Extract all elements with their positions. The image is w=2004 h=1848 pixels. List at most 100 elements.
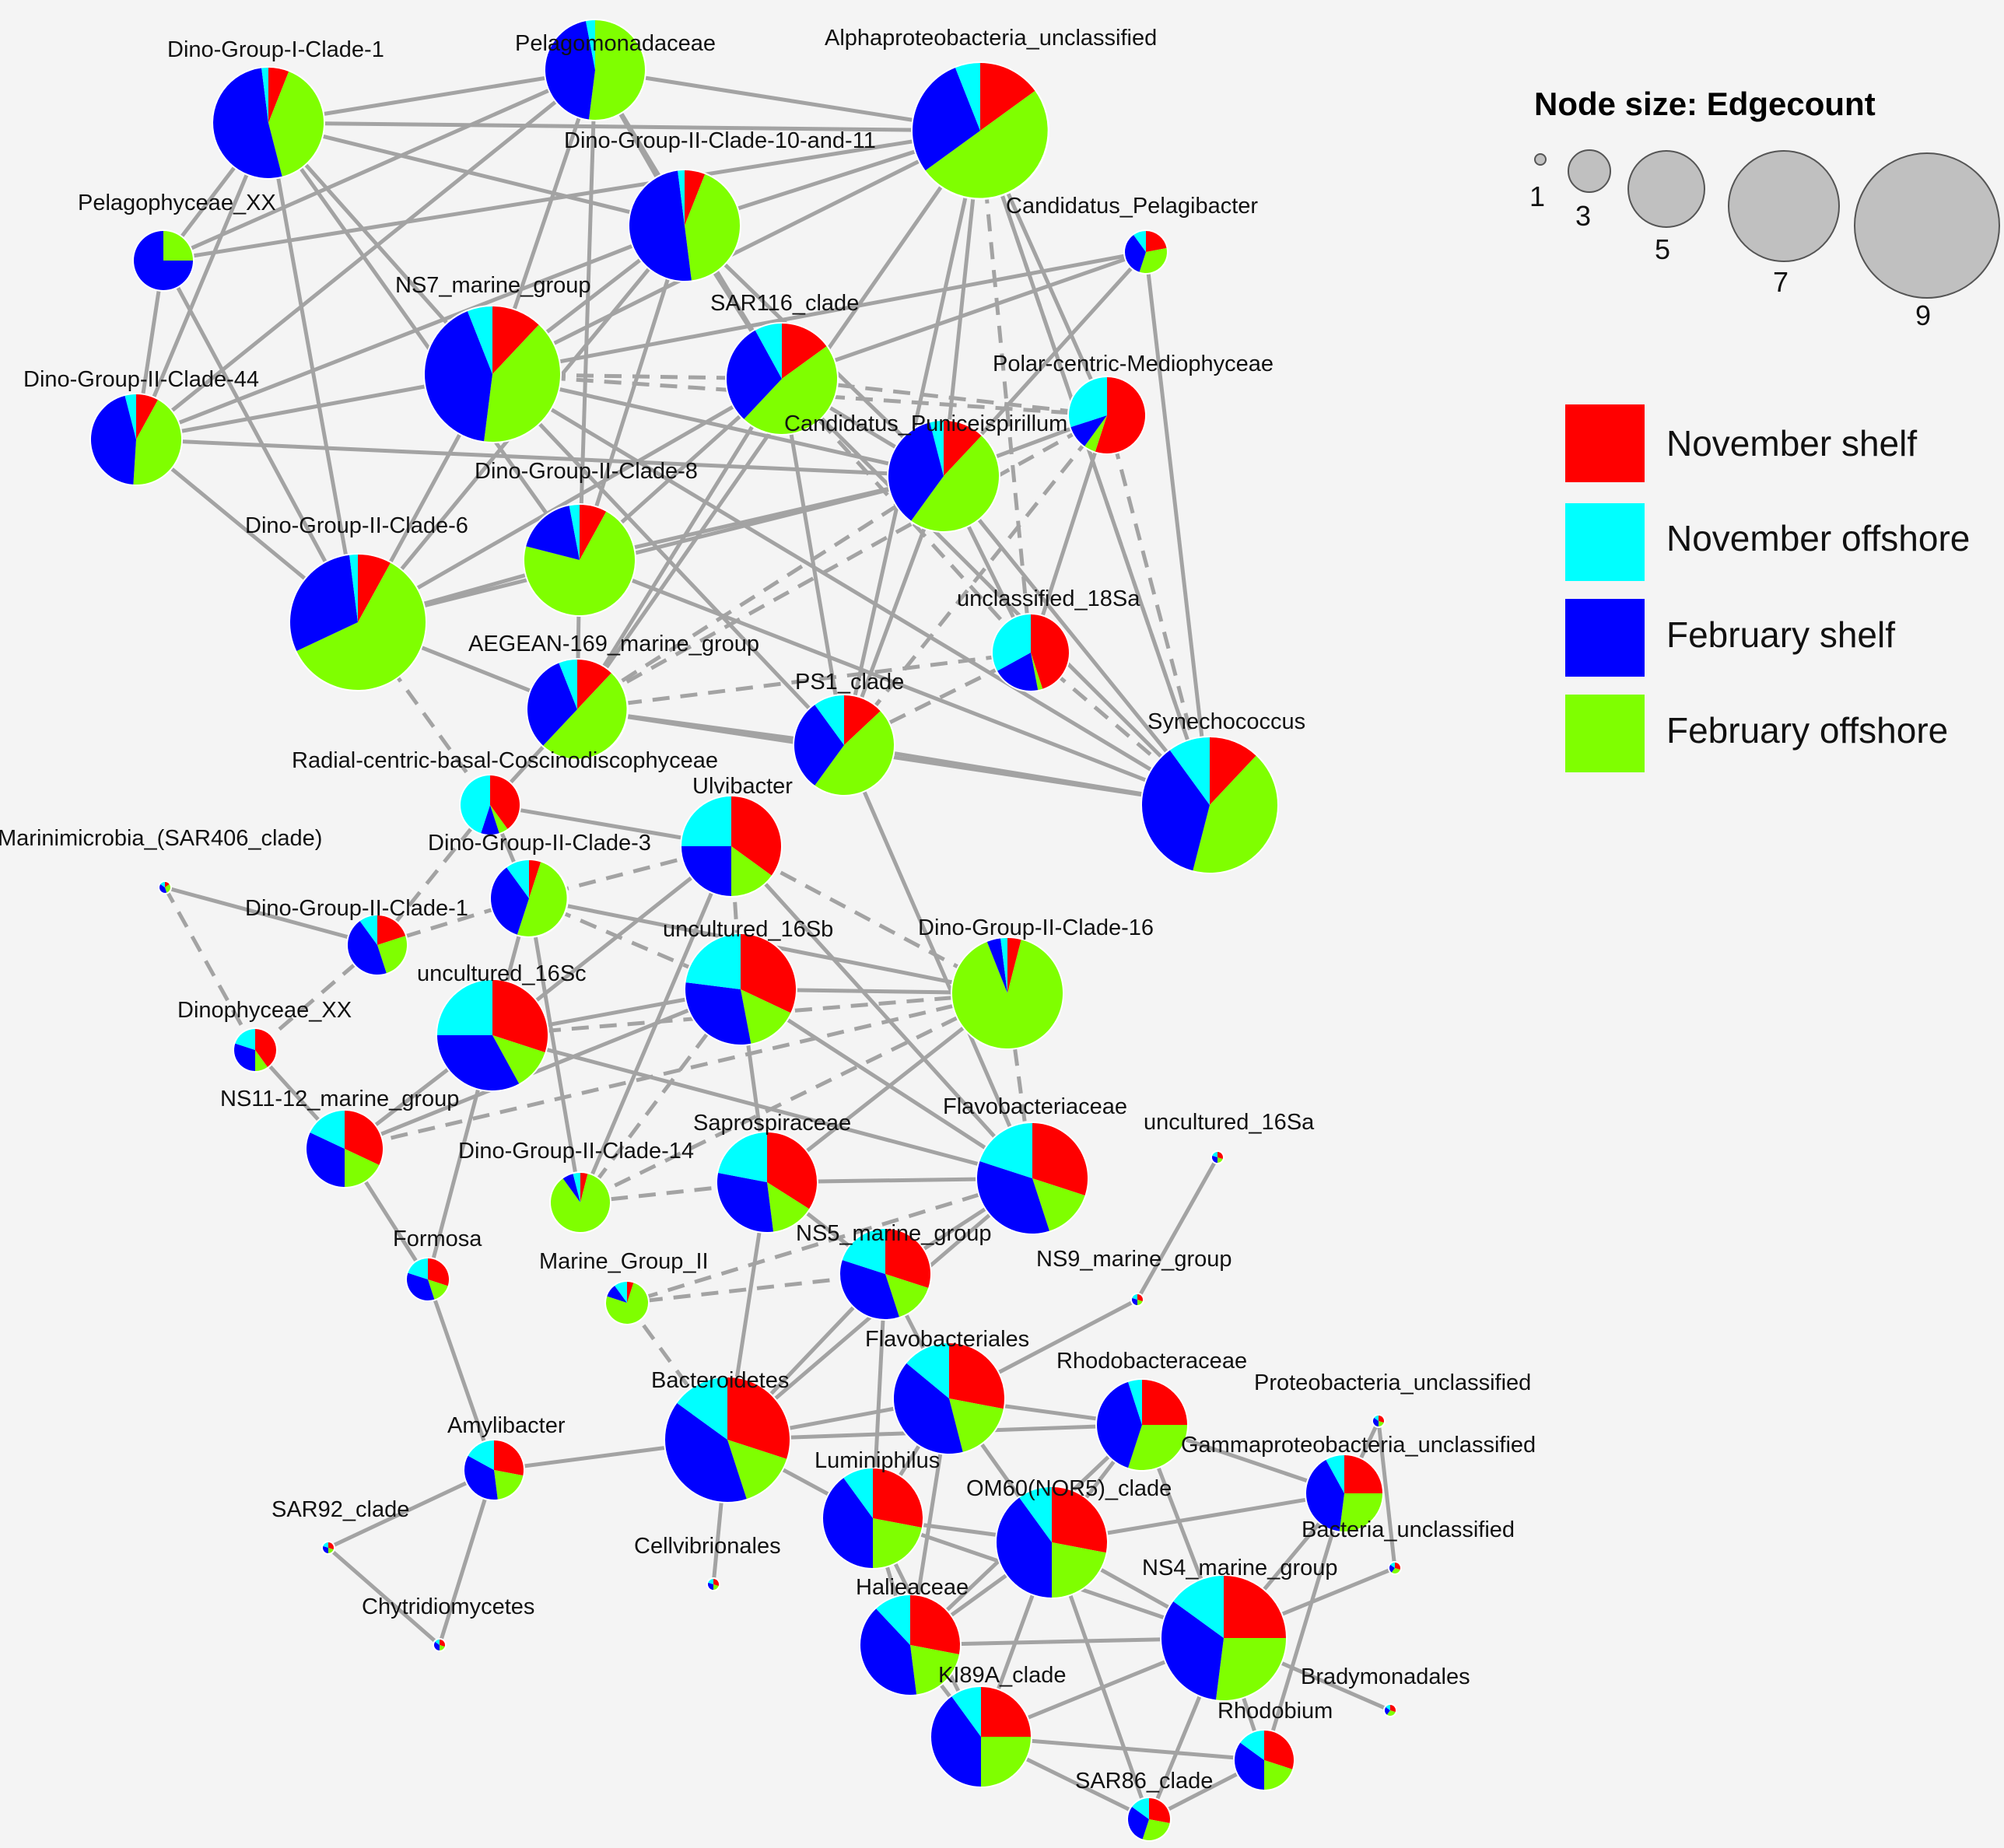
pie-slice-february-shelf <box>716 1173 774 1233</box>
edge-dino_ii_16-ns11_12 <box>344 991 1008 1151</box>
node-cellvibrionales[interactable]: Cellvibrionales <box>634 1534 781 1591</box>
node-polar-centric[interactable]: Polar-centric-Mediophyceae <box>993 352 1274 455</box>
node-luminiphilus[interactable]: Luminiphilus <box>815 1448 940 1570</box>
pie-slice-november-shelf <box>1142 1380 1187 1425</box>
node-formosa[interactable]: Formosa <box>393 1227 482 1302</box>
node-cand-pelagibacter[interactable]: Candidatus_Pelagibacter <box>1006 194 1258 275</box>
node-ps1[interactable]: PS1_clade <box>793 670 904 796</box>
edge-uncultured_16sb-flavobacteriaceae <box>739 987 1034 1181</box>
node-chytridiomycetes[interactable]: Chytridiomycetes <box>362 1594 534 1652</box>
node-pelagophyceae-xx[interactable]: Pelagophyceae_XX <box>78 191 276 292</box>
legend-label-november-offshore: November offshore <box>1666 518 1970 558</box>
node-bacteroidetes[interactable]: Bacteroidetes <box>651 1368 791 1503</box>
node-flavobacteriales[interactable]: Flavobacteriales <box>865 1327 1029 1455</box>
pie-slice-november-shelf <box>492 306 539 374</box>
node-label: Candidatus_Puniceispirillum <box>784 411 1067 436</box>
node-rhodobacteraceae[interactable]: Rhodobacteraceae <box>1056 1349 1247 1472</box>
node-label: Rhodobacteraceae <box>1056 1349 1247 1374</box>
node-uncultured-16sb[interactable]: uncultured_16Sb <box>663 917 833 1046</box>
pie-slice-november-shelf <box>1137 1294 1144 1302</box>
pie-slice-february-shelf <box>986 938 1007 993</box>
node-label: Dino-Group-II-Clade-8 <box>475 459 698 484</box>
node-dino-ii-8[interactable]: Dino-Group-II-Clade-8 <box>475 459 698 617</box>
node-saprospiraceae[interactable]: Saprospiraceae <box>693 1111 851 1234</box>
pie-slice-november-shelf <box>165 882 170 887</box>
node-dino-ii-16[interactable]: Dino-Group-II-Clade-16 <box>918 915 1154 1050</box>
legend-size-title: Node size: Edgecount <box>1534 86 1876 122</box>
node-ns9[interactable]: NS9_marine_group <box>1036 1247 1231 1307</box>
pie-slice-february-offshore <box>1386 1710 1396 1716</box>
node-ns5[interactable]: NS5_marine_group <box>796 1221 991 1321</box>
node-sar92[interactable]: SAR92_clade <box>272 1497 409 1555</box>
node-pelagomonadaceae[interactable]: Pelagomonadaceae <box>515 19 716 121</box>
node-halieaceae[interactable]: Halieaceae <box>856 1575 969 1696</box>
node-dino-ii-10-11[interactable]: Dino-Group-II-Clade-10-and-11 <box>564 128 876 282</box>
pie-slice-february-offshore <box>911 436 999 531</box>
node-marinimicrobia[interactable]: Marinimicrobia_(SAR406_clade) <box>0 826 322 894</box>
node-dino-ii-44[interactable]: Dino-Group-II-Clade-44 <box>23 367 259 486</box>
node-bradymonadales[interactable]: Bradymonadales <box>1301 1664 1470 1717</box>
node-ns7[interactable]: NS7_marine_group <box>395 273 590 443</box>
node-label: Dino-Group-II-Clade-3 <box>428 831 651 856</box>
edge-pelagomonadaceae-pelagophyceae_xx <box>162 68 597 263</box>
node-flavobacteriaceae[interactable]: Flavobacteriaceae <box>943 1094 1127 1235</box>
pie-slice-february-shelf <box>1234 1742 1264 1790</box>
edge-ps1-flavobacteriaceae <box>842 744 1035 1179</box>
edge-proteo_uncl-bacteria_uncl <box>1376 1420 1397 1569</box>
node-sar86[interactable]: SAR86_clade <box>1075 1769 1213 1842</box>
node-dinophyceae-xx[interactable]: Dinophyceae_XX <box>177 998 352 1073</box>
pie-slice-november-offshore <box>468 1440 494 1470</box>
pie-slice-february-shelf <box>840 1260 899 1319</box>
node-uncultured-16sa[interactable]: uncultured_16Sa <box>1144 1110 1315 1164</box>
node-ns4[interactable]: NS4_marine_group <box>1142 1556 1337 1702</box>
pie-slice-february-offshore <box>377 936 407 974</box>
pie-slice-november-offshore <box>1132 1798 1149 1819</box>
pie-slice-november-shelf <box>713 1579 720 1587</box>
pie-slice-november-offshore <box>906 1343 949 1398</box>
node-label: Bacteroidetes <box>651 1368 789 1393</box>
node-label: Dino-Group-II-Clade-44 <box>23 367 259 392</box>
node-uncl-18sa[interactable]: unclassified_18Sa <box>957 586 1140 692</box>
node-amylibacter[interactable]: Amylibacter <box>447 1413 566 1501</box>
node-synechococcus[interactable]: Synechococcus <box>1140 709 1305 874</box>
node-proteo-uncl[interactable]: Proteobacteria_unclassified <box>1254 1370 1531 1428</box>
node-radial-centric[interactable]: Radial-centric-basal-Coscinodiscophyceae <box>292 748 718 836</box>
pie-slice-february-offshore <box>744 346 837 434</box>
node-cand-puniceispirillum[interactable]: Candidatus_Puniceispirillum <box>784 411 1067 533</box>
pie-slice-november-shelf <box>873 1468 923 1528</box>
node-ki89a[interactable]: KI89A_clade <box>930 1663 1066 1788</box>
node-aegean-169[interactable]: AEGEAN-169_marine_group <box>468 632 759 761</box>
pie-slice-february-offshore <box>1052 1542 1106 1598</box>
node-dino-ii-6[interactable]: Dino-Group-II-Clade-6 <box>245 513 468 691</box>
pie-slice-february-shelf <box>930 1696 981 1787</box>
node-bacteria-uncl[interactable]: Bacteria_unclassified <box>1302 1517 1515 1575</box>
pie-slice-february-offshore <box>1264 1760 1293 1790</box>
node-alpha-uncl[interactable]: Alphaproteobacteria_unclassified <box>825 26 1157 200</box>
node-ns11-12[interactable]: NS11-12_marine_group <box>220 1087 459 1188</box>
node-sar116[interactable]: SAR116_clade <box>710 291 859 436</box>
node-uncultured-16sc[interactable]: uncultured_16Sc <box>417 961 587 1092</box>
pie-slice-november-offshore <box>681 796 731 846</box>
pie-slice-november-offshore <box>1000 938 1007 993</box>
pie-slice-february-shelf <box>233 1043 255 1071</box>
node-label: Amylibacter <box>447 1413 566 1438</box>
node-label: Dino-Group-II-Clade-14 <box>458 1139 694 1164</box>
node-label: Alphaproteobacteria_unclassified <box>825 26 1157 51</box>
pie-slice-february-shelf <box>1211 1155 1217 1163</box>
pie-slice-november-shelf <box>1149 1798 1170 1824</box>
node-dino-ii-3[interactable]: Dino-Group-II-Clade-3 <box>428 831 651 938</box>
pie-slice-november-shelf <box>358 555 391 622</box>
pie-slice-november-offshore <box>359 915 377 945</box>
edge-dino_i_1-dino_ii_10_11 <box>268 121 685 228</box>
node-ulvibacter[interactable]: Ulvibacter <box>680 774 793 898</box>
node-om60[interactable]: OM60(NOR5)_clade <box>966 1476 1172 1599</box>
node-gamma-uncl[interactable]: Gammaproteobacteria_unclassified <box>1181 1433 1536 1533</box>
node-dino-i-1[interactable]: Dino-Group-I-Clade-1 <box>167 37 384 180</box>
node-label: Bradymonadales <box>1301 1664 1470 1689</box>
pie-slice-november-offshore <box>1132 1293 1137 1300</box>
node-label: NS9_marine_group <box>1036 1247 1231 1272</box>
node-rhodobium[interactable]: Rhodobium <box>1217 1699 1333 1791</box>
node-dino-ii-1[interactable]: Dino-Group-II-Clade-1 <box>245 896 468 976</box>
node-dino-ii-14[interactable]: Dino-Group-II-Clade-14 <box>458 1139 694 1234</box>
node-marine-group-ii[interactable]: Marine_Group_II <box>539 1249 709 1325</box>
